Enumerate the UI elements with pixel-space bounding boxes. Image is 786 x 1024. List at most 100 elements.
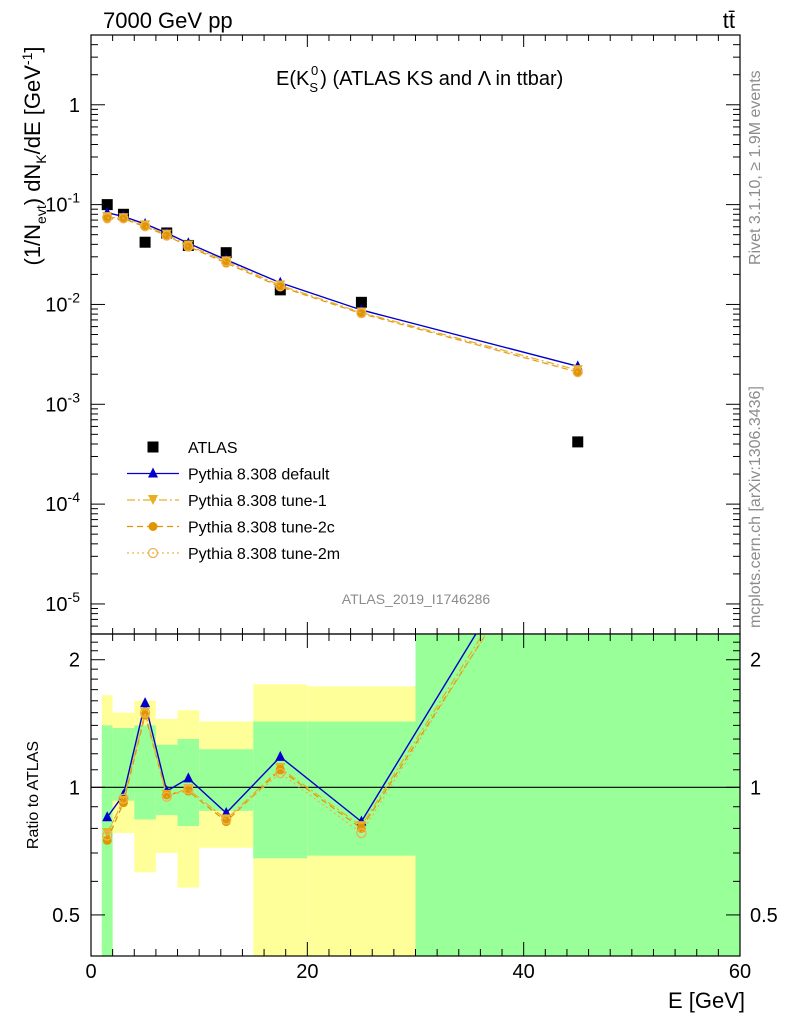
- ratio-point: [140, 697, 151, 708]
- main-point: [118, 213, 129, 224]
- ratio-point: [183, 784, 194, 795]
- green-band: [134, 725, 156, 820]
- ratio-point: [102, 830, 113, 841]
- ratio-point: [221, 814, 232, 825]
- main-point: [162, 231, 172, 241]
- legend-entry: Pythia 8.308 tune-1: [127, 493, 327, 510]
- legend-entry: Pythia 8.308 default: [127, 467, 330, 484]
- ratio-ylabel: Ratio to ATLAS: [25, 741, 42, 849]
- ratio-ytick-label-left: 0.5: [52, 905, 80, 927]
- ratio-ytick-label-right: 1: [750, 777, 761, 799]
- green-band: [199, 749, 254, 811]
- main-point: [275, 282, 285, 292]
- main-series-4: [102, 212, 583, 378]
- header-right: tt̄: [723, 8, 735, 33]
- main-title: E(KS0) (ATLAS KS and Λ in ttbar): [276, 63, 563, 95]
- green-band: [177, 739, 200, 827]
- main-point: [140, 222, 150, 232]
- main-ytick-label: 1: [69, 95, 80, 117]
- ratio-point: [356, 827, 367, 839]
- legend-entry: Pythia 8.308 tune-2m: [127, 546, 340, 563]
- main-series-line: [107, 217, 578, 373]
- main-ticks: 1 10-1 10-2 10-3 10-4 10-5: [45, 34, 741, 634]
- ratio-point: [161, 791, 172, 802]
- x-tick-label: 0: [85, 961, 96, 983]
- x-axis-label: E [GeV]: [668, 988, 745, 1013]
- ratio-point: [221, 817, 231, 827]
- legend: ATLAS Pythia 8.308 default Pythia 8.308 tu…: [127, 440, 340, 563]
- main-point: [221, 256, 232, 267]
- main-point: [139, 236, 151, 248]
- ratio-series: [102, 634, 487, 845]
- main-ytick-label: 10-2: [45, 289, 80, 316]
- main-point: [356, 307, 367, 319]
- main-series-line: [107, 218, 578, 373]
- x-tick-label: 20: [296, 961, 318, 983]
- main-ytick-label: 10-3: [45, 389, 80, 416]
- ratio-ytick-label-right: 0.5: [750, 905, 778, 927]
- main-point: [102, 212, 113, 223]
- main-point: [183, 241, 194, 252]
- green-band: [415, 634, 740, 956]
- green-band: [155, 744, 178, 816]
- ratio-point: [275, 765, 285, 775]
- legend-entry: ATLAS: [147, 440, 238, 457]
- main-point: [101, 199, 113, 211]
- main-point: [220, 247, 232, 259]
- main-point: [355, 296, 367, 308]
- legend-marker: [147, 441, 159, 453]
- legend-label: Pythia 8.308 tune-1: [188, 493, 327, 510]
- main-ytick-label: 10-5: [45, 589, 80, 616]
- main-ytick-label: 10-1: [45, 190, 80, 217]
- main-point: [275, 281, 286, 292]
- green-band: [307, 721, 416, 856]
- main-series-1: [102, 206, 583, 371]
- legend-label: Pythia 8.308 tune-2c: [188, 520, 335, 537]
- main-point: [356, 309, 366, 319]
- main-point: [161, 230, 172, 241]
- ratio-panel: 0 20 40 60 0.5 0.5 1 1 2 2 Ratio to ATLAS E [GeV]: [25, 633, 778, 1013]
- main-series-line: [107, 216, 578, 371]
- main-ytick-label: 10-4: [45, 489, 80, 516]
- x-tick-label: 60: [729, 961, 751, 983]
- rivet-label: Rivet 3.1.10, ≥ 1.9M events: [747, 70, 764, 265]
- ratio-series-line: [106, 634, 487, 836]
- ratio-ytick-label-left: 2: [69, 650, 80, 672]
- main-point: [139, 220, 151, 232]
- ratio-point: [118, 793, 129, 804]
- main-point: [573, 367, 583, 377]
- main-series: [101, 199, 584, 448]
- ratio-ticks: 0 20 40 60 0.5 0.5 1 1 2 2: [52, 634, 778, 983]
- ratio-point: [275, 750, 286, 761]
- ratio-ytick-label-right: 2: [750, 650, 761, 672]
- legend-entry: Pythia 8.308 tune-2c: [127, 520, 335, 537]
- ratio-point: [139, 707, 151, 718]
- main-point: [572, 436, 584, 448]
- ratio-point: [102, 811, 113, 822]
- mcplots-label: mcplots.cern.ch [arXiv:1306.3436]: [747, 386, 764, 628]
- main-frame: [90, 34, 741, 635]
- legend-marker: [147, 547, 159, 559]
- main-series-line: [107, 212, 578, 368]
- legend-label: Pythia 8.308 default: [188, 467, 330, 484]
- legend-label: ATLAS: [188, 440, 238, 457]
- main-ylabel: (1/Nevt) dNK/dE [GeV-1]: [19, 46, 49, 265]
- ratio-point: [183, 772, 194, 783]
- legend-marker: [148, 495, 158, 505]
- legend-label: Pythia 8.308 tune-2m: [188, 546, 340, 563]
- main-panel: 1 10-1 10-2 10-3 10-4 10-5 E(KS0) (ATLAS KS a…: [19, 34, 741, 635]
- legend-marker: [148, 467, 158, 478]
- main-point: [572, 366, 583, 378]
- ratio-point: [275, 768, 286, 779]
- watermark: ATLAS_2019_I1746286: [342, 591, 491, 607]
- ratio-point: [140, 710, 150, 720]
- header-left: 7000 GeV pp: [103, 8, 233, 33]
- ratio-bands: [91, 634, 740, 956]
- main-point: [183, 242, 193, 252]
- ratio-series-3: [102, 634, 487, 841]
- legend-marker: [148, 522, 158, 531]
- ratio-ytick-label-left: 1: [69, 777, 80, 799]
- x-tick-label: 40: [513, 961, 535, 983]
- green-band: [253, 721, 308, 859]
